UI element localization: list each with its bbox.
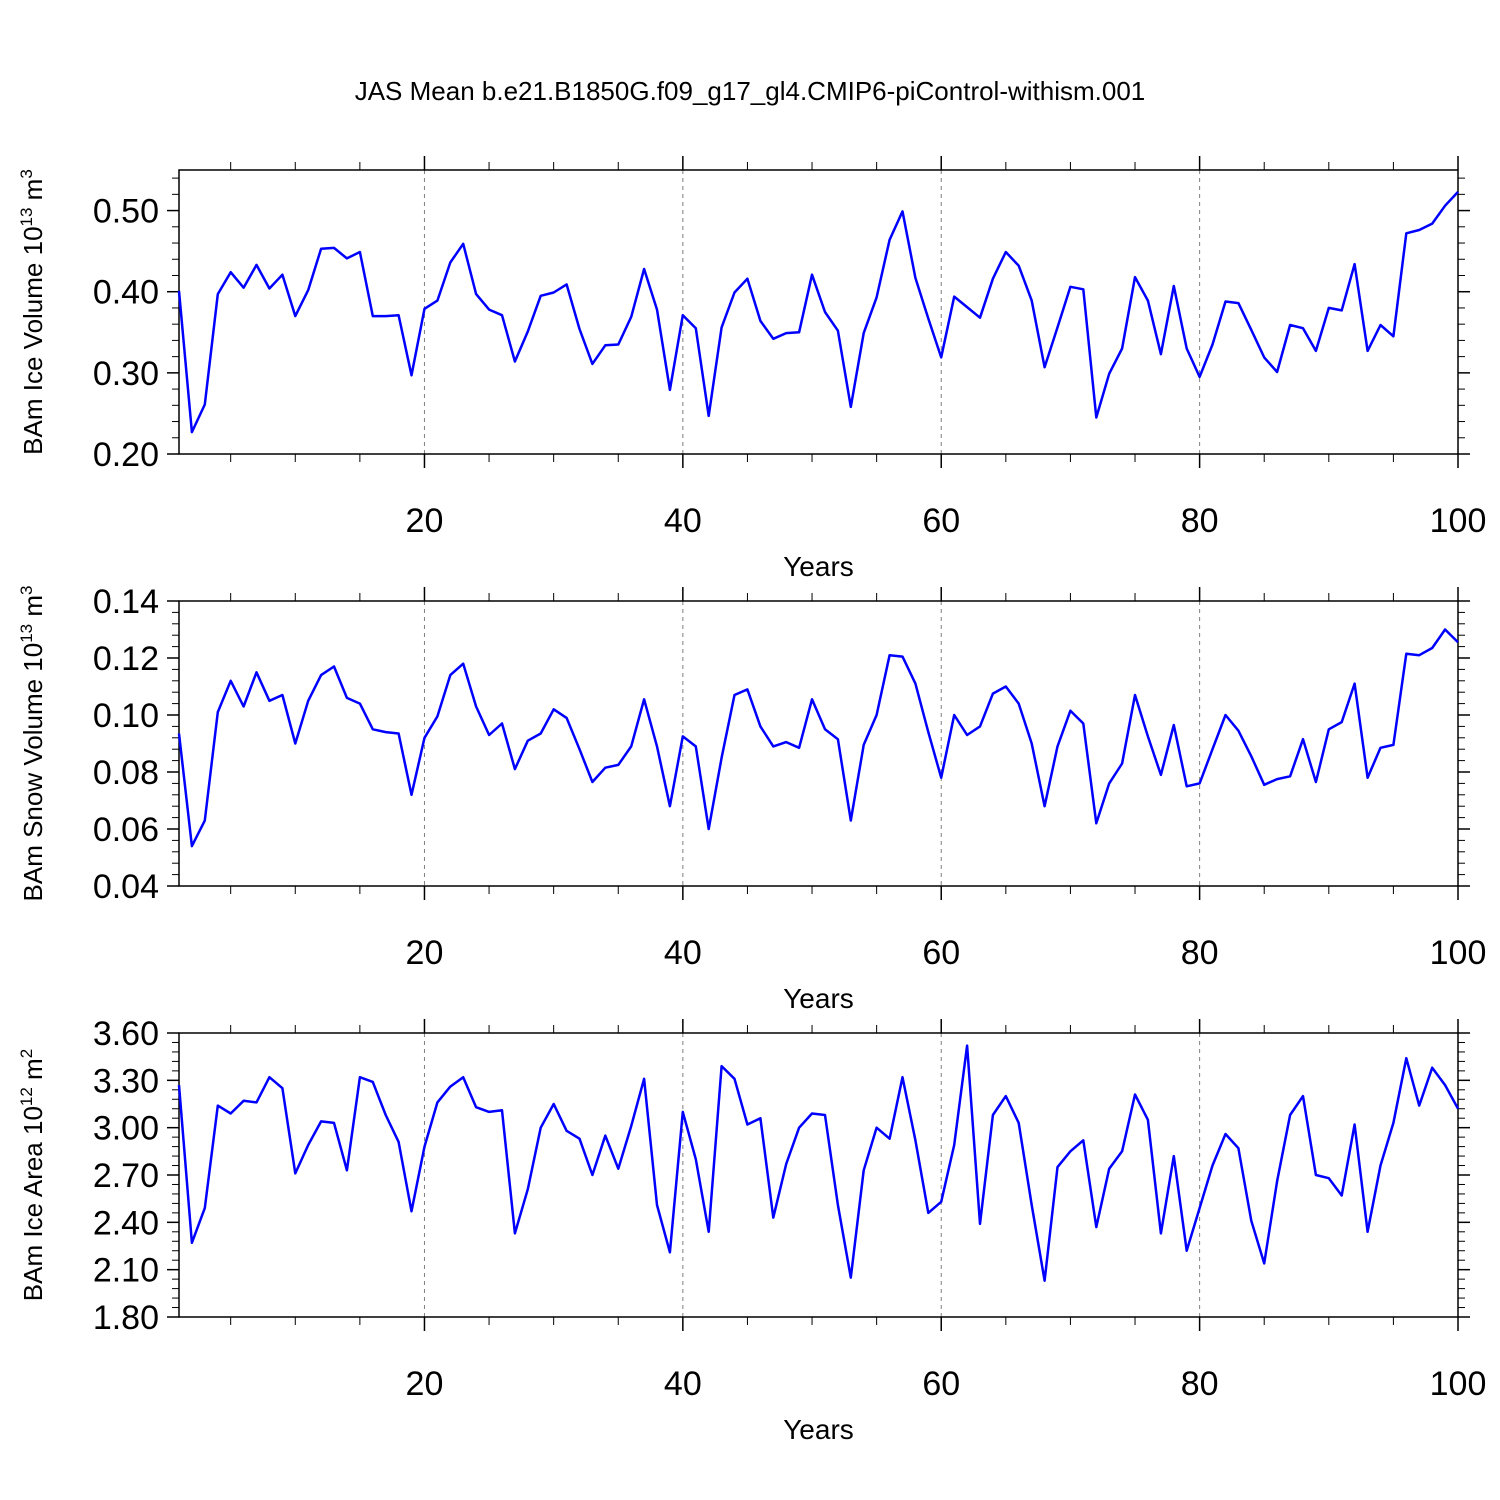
x-tick-label: 40 [664,934,702,972]
y-tick-label: 0.04 [93,868,159,906]
y-tick-label: 2.70 [93,1157,159,1195]
y-tick-label: 3.30 [93,1062,159,1100]
y-tick-label: 1.80 [93,1299,159,1337]
x-tick-label: 60 [922,1365,960,1403]
y-tick-label: 0.06 [93,811,159,849]
y-axis-label: BAm Ice Volume 1013 m3 [17,169,48,455]
x-tick-label: 60 [922,934,960,972]
y-tick-label: 0.14 [93,583,159,621]
x-tick-label: 60 [922,502,960,540]
y-tick-label: 3.00 [93,1110,159,1148]
y-tick-label: 0.30 [93,355,159,393]
x-tick-label: 100 [1430,1365,1487,1403]
plot-frame [178,600,1459,887]
x-tick-label: 80 [1181,502,1219,540]
x-tick-label: 20 [406,1365,444,1403]
x-tick-label: 20 [406,502,444,540]
y-tick-label: 0.10 [93,697,159,735]
panel-snow-volume: 0.04 0.06 0.08 0.10 0.12 0.14 20 40 60 80 100 Years… [17,583,1486,1014]
chart-title: JAS Mean b.e21.B1850G.f09_g17_gl4.CMIP6-… [354,76,1146,106]
panel-ice-area: 1.80 2.10 2.40 2.70 3.00 3.30 3.60 20 40 60 80 100 Y… [17,1015,1486,1445]
series-line [177,191,1459,434]
x-tick-label: 40 [664,502,702,540]
series-line [177,628,1459,848]
y-axis-label: BAm Snow Volume 1013 m3 [17,586,48,902]
x-tick-label: 80 [1181,1365,1219,1403]
x-tick-label: 100 [1430,502,1487,540]
y-tick-label: 2.10 [93,1252,159,1290]
x-axis-label: Years [783,551,854,582]
y-tick-label: 0.40 [93,274,159,312]
y-axis-label: BAm Ice Area 1012 m2 [17,1049,48,1301]
x-tick-label: 100 [1430,934,1487,972]
y-tick-label: 0.12 [93,640,159,678]
y-tick-label: 3.60 [93,1015,159,1053]
x-axis-label: Years [783,983,854,1014]
x-tick-label: 20 [406,934,444,972]
plot-frame [178,1032,1459,1318]
plot-frame [178,169,1459,455]
panel-ice-volume: 0.20 0.30 0.40 0.50 20 40 60 80 100 Years BAm Ice … [17,156,1486,582]
x-tick-label: 40 [664,1365,702,1403]
x-axis-label: Years [783,1414,854,1445]
series-line [177,1044,1460,1282]
y-tick-label: 0.08 [93,754,159,792]
y-tick-label: 0.50 [93,193,159,231]
y-tick-label: 0.20 [93,436,159,474]
y-tick-label: 2.40 [93,1204,159,1242]
x-tick-label: 80 [1181,934,1219,972]
